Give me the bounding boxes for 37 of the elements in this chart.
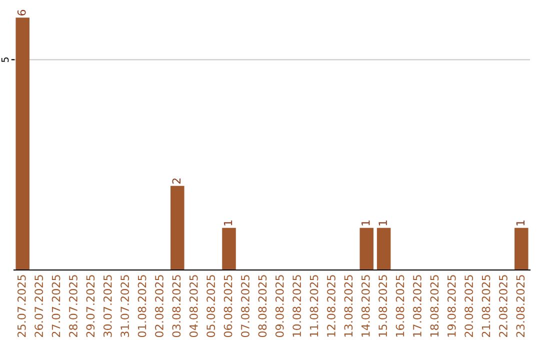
- data-label: 1: [516, 220, 524, 226]
- x-tick-label: 31.07.2025: [120, 275, 130, 337]
- x-tick-label: 14.08.2025: [361, 275, 370, 337]
- x-tick-label: 12.08.2025: [327, 275, 336, 337]
- x-tick-label: 25.07.2025: [17, 275, 26, 337]
- x-tick-label: 30.07.2025: [103, 275, 112, 337]
- x-tick-label: 17.08.2025: [413, 275, 422, 337]
- x-tick-label: 21.08.2025: [482, 275, 490, 337]
- data-label: 2: [172, 178, 180, 184]
- x-tick-label: 28.07.2025: [69, 275, 78, 337]
- x-tick-label: 11.08.2025: [310, 275, 318, 337]
- x-tick-label: 29.07.2025: [86, 275, 95, 337]
- x-tick-label: 05.08.2025: [206, 275, 216, 338]
- data-label: 1: [224, 220, 232, 226]
- data-label: 1: [362, 220, 370, 226]
- x-tick-label: 03.08.2025: [172, 275, 181, 338]
- data-label: 6: [17, 10, 26, 16]
- x-tick-label: 09.08.2025: [275, 275, 284, 338]
- x-tick-label: 19.08.2025: [447, 275, 456, 337]
- x-tick-label: 02.08.2025: [155, 275, 164, 338]
- x-tick-label: 13.08.2025: [344, 275, 353, 337]
- x-tick-label: 26.07.2025: [34, 275, 44, 337]
- x-tick-label: 07.08.2025: [241, 275, 250, 338]
- x-tick-label: 04.08.2025: [189, 275, 198, 338]
- x-tick-label: 18.08.2025: [430, 275, 439, 337]
- x-tick-label: 20.08.2025: [464, 275, 474, 337]
- ref-line-label: 5: [1, 57, 9, 62]
- x-tick-label: 15.08.2025: [378, 275, 388, 337]
- x-tick-label: 16.08.2025: [396, 275, 404, 337]
- x-tick-label: 01.08.2025: [138, 275, 146, 338]
- x-tick-label: 10.08.2025: [292, 275, 302, 337]
- x-tick-label: 22.08.2025: [499, 275, 508, 337]
- x-tick-label: 27.07.2025: [52, 275, 60, 337]
- x-tick-label: 08.08.2025: [258, 275, 267, 338]
- data-label: 1: [378, 220, 387, 226]
- x-tick-label: 06.08.2025: [224, 275, 232, 338]
- x-tick-label: 23.08.2025: [516, 275, 525, 337]
